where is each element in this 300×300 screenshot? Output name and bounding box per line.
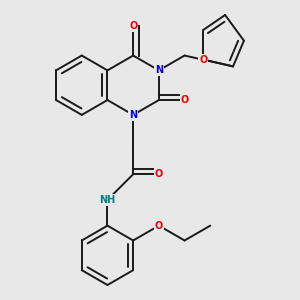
Text: O: O [155,220,163,231]
Text: N: N [129,110,137,120]
Text: O: O [199,55,208,64]
Text: N: N [155,65,163,75]
Text: NH: NH [99,195,116,205]
Text: O: O [129,21,137,31]
Text: O: O [155,169,163,179]
Text: O: O [180,95,189,105]
